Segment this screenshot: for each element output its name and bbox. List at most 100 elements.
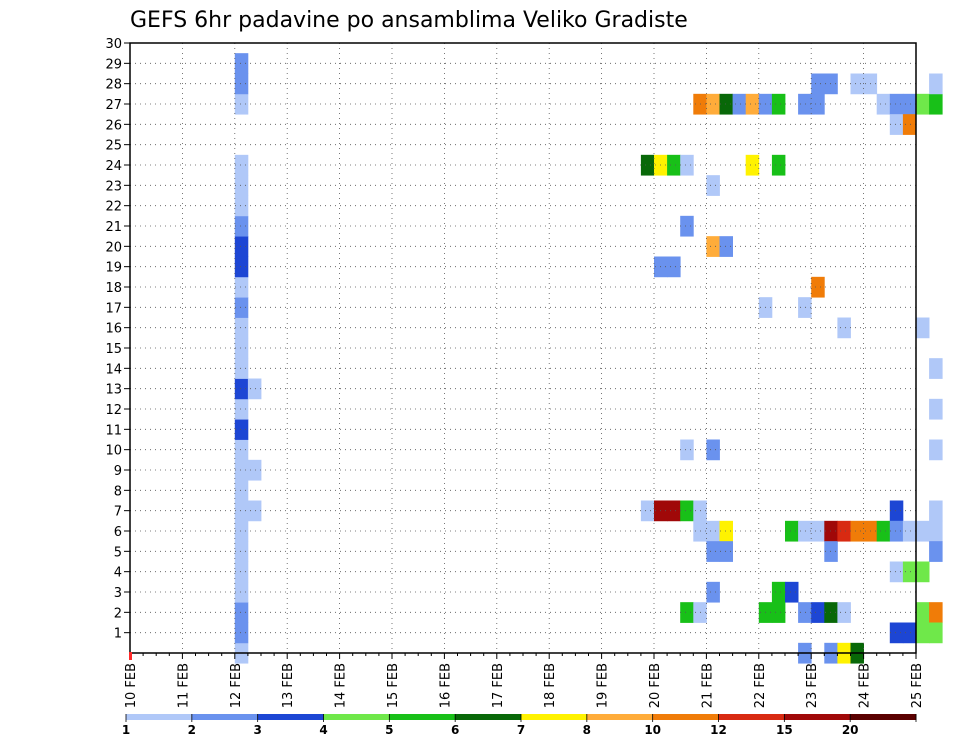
precip-cell <box>811 93 825 115</box>
y-tick-label: 14 <box>105 362 122 377</box>
precip-cell <box>916 602 930 623</box>
precip-cell <box>234 500 249 522</box>
precip-cell <box>929 500 943 522</box>
legend-label: 7 <box>517 723 525 737</box>
precip-cell <box>719 93 733 115</box>
legend-label: 4 <box>319 723 327 737</box>
x-tick-label: 10 FEB <box>124 663 139 708</box>
precip-cell <box>706 175 720 196</box>
precip-cell <box>811 520 825 542</box>
precip-cell <box>667 154 681 176</box>
precip-cell <box>771 154 786 176</box>
precip-cell <box>798 602 812 623</box>
y-tick-label: 15 <box>105 342 122 357</box>
precip-cell <box>234 297 249 318</box>
precip-cell <box>234 480 249 501</box>
precip-cell <box>824 73 838 95</box>
precip-cell <box>824 541 838 562</box>
precip-cell <box>247 500 262 522</box>
precip-cell <box>234 459 249 481</box>
y-tick-label: 3 <box>114 586 122 601</box>
x-tick-label: 25 FEB <box>910 663 925 708</box>
precip-cell <box>234 358 249 379</box>
legend-swatch <box>323 714 390 720</box>
precip-cell <box>929 358 943 379</box>
precip-cell <box>902 93 917 115</box>
precip-cell <box>680 602 694 623</box>
precip-cell <box>929 398 943 420</box>
x-tick-label: 15 FEB <box>386 663 401 708</box>
legend-label: 8 <box>583 723 591 737</box>
y-tick-label: 16 <box>105 322 122 337</box>
y-tick-label: 18 <box>105 281 122 296</box>
precip-cell <box>706 236 720 257</box>
precip-cell <box>234 520 249 542</box>
precip-cell <box>234 398 249 420</box>
precip-cell <box>889 561 904 583</box>
precip-cell <box>929 93 943 115</box>
precip-cell <box>850 73 864 95</box>
y-tick-label: 12 <box>105 403 122 418</box>
precip-cell <box>916 317 930 339</box>
precip-cell <box>824 520 838 542</box>
precip-cell <box>850 520 864 542</box>
precip-cell <box>234 581 249 603</box>
precip-cell <box>234 256 249 278</box>
chart-title: GEFS 6hr padavine po ansamblima Veliko G… <box>130 8 688 33</box>
precip-cell <box>234 236 249 257</box>
precip-cell <box>745 154 760 176</box>
precip-cell <box>234 276 249 298</box>
precip-cell <box>929 602 943 623</box>
precip-cell <box>798 297 812 318</box>
x-tick-label: 16 FEB <box>438 663 453 708</box>
precip-cell <box>837 520 851 542</box>
precip-cell <box>929 73 943 95</box>
y-tick-label: 23 <box>105 179 122 194</box>
precip-cell <box>824 602 838 623</box>
precip-cell <box>916 93 930 115</box>
precip-cell <box>745 93 760 115</box>
precip-cell <box>247 378 262 400</box>
precip-cell <box>640 154 655 176</box>
legend-label: 15 <box>776 723 793 737</box>
precip-cell <box>234 175 249 196</box>
precip-cell <box>837 602 851 623</box>
precip-cell <box>889 500 904 522</box>
precip-cell <box>234 73 249 95</box>
precip-cell <box>889 114 904 135</box>
y-tick-label: 11 <box>105 423 122 438</box>
precip-cell <box>667 500 681 522</box>
precip-cell <box>811 276 825 298</box>
precip-cell <box>916 561 930 583</box>
precip-cell <box>234 195 249 217</box>
precip-cell <box>785 520 799 542</box>
legend-swatch <box>521 714 588 720</box>
precip-cell <box>706 541 720 562</box>
x-tick-label: 21 FEB <box>700 663 715 708</box>
legend-swatch <box>455 714 522 720</box>
precip-cell <box>234 602 249 623</box>
precip-cell <box>719 541 733 562</box>
y-tick-label: 2 <box>114 606 122 621</box>
y-tick-label: 13 <box>105 383 122 398</box>
precip-cell <box>719 520 733 542</box>
precip-cell <box>706 520 720 542</box>
y-tick-label: 21 <box>105 220 122 235</box>
precip-cell <box>706 93 720 115</box>
legend-swatch <box>191 714 259 720</box>
y-tick-label: 28 <box>105 78 122 93</box>
cells-layer <box>234 53 943 664</box>
y-tick-label: 25 <box>105 139 122 154</box>
x-axis: 10 FEB 11 FEB 12 FEB 13 FEB 14 FEB 15 FEB 16 F… <box>124 652 925 708</box>
precip-cell <box>234 154 249 176</box>
precip-cell <box>902 520 917 542</box>
precip-cell <box>234 378 249 400</box>
x-tick-label: 19 FEB <box>596 663 611 708</box>
precip-cell <box>771 602 786 623</box>
precip-cell <box>234 337 249 359</box>
y-tick-label: 24 <box>105 159 122 174</box>
x-tick-label: 11 FEB <box>176 663 191 708</box>
precip-cell <box>798 93 812 115</box>
y-tick-label: 29 <box>105 57 122 72</box>
precip-cell <box>247 459 262 481</box>
